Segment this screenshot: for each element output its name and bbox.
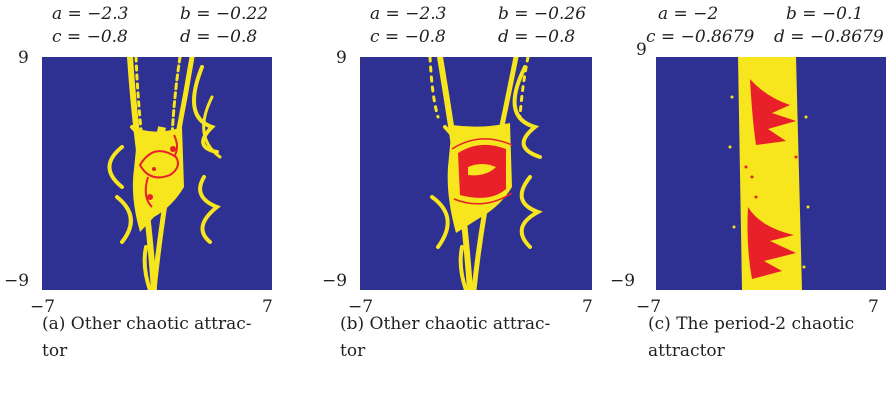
caption: (b) Other chaotic attrac- tor: [340, 314, 551, 361]
param-a: a = −2.3: [370, 4, 447, 24]
param-d: d = −0.8679: [774, 27, 884, 47]
param-d: d = −0.8: [180, 27, 258, 47]
param-c: c = −0.8: [52, 27, 128, 47]
basin-image: [728, 57, 810, 290]
basin-plot: [42, 57, 272, 290]
param-d: d = −0.8: [498, 27, 576, 47]
param-c: c = −0.8679: [646, 27, 755, 47]
param-a: a = −2.3: [52, 4, 129, 24]
x-tick-right: 7: [262, 297, 273, 317]
y-tick-top: 9: [336, 48, 347, 68]
param-a: a = −2: [658, 4, 719, 24]
x-tick-left: −7: [348, 297, 374, 317]
caption: (c) The period-2 chaotic attractor: [648, 314, 855, 361]
basin-image: [107, 57, 222, 290]
param-b: b = −0.22: [180, 4, 269, 24]
y-tick-bottom: −9: [4, 271, 30, 291]
param-b: b = −0.26: [498, 4, 587, 24]
x-tick-right: 7: [582, 297, 593, 317]
basin-plot: [656, 57, 886, 290]
param-b: b = −0.1: [786, 4, 864, 24]
figure-panel-a: a = −2.3 b = −0.22 c = −0.8 d = −0.8 9 −…: [0, 0, 280, 393]
y-tick-bottom: −9: [610, 271, 636, 291]
caption: (a) Other chaotic attrac- tor: [42, 314, 252, 361]
x-tick-right: 7: [868, 297, 879, 317]
param-c: c = −0.8: [370, 27, 446, 47]
y-tick-top: 9: [636, 40, 647, 60]
x-tick-left: −7: [636, 297, 662, 317]
y-tick-top: 9: [18, 48, 29, 68]
figure-panel-b: a = −2.3 b = −0.26 c = −0.8 d = −0.8 9 −…: [298, 0, 593, 393]
y-tick-bottom: −9: [322, 271, 348, 291]
figure-panel-c: a = −2 b = −0.1 c = −0.8679 d = −0.8679 …: [606, 0, 886, 393]
basin-image: [428, 57, 543, 290]
x-tick-left: −7: [30, 297, 56, 317]
basin-plot: [360, 57, 592, 290]
